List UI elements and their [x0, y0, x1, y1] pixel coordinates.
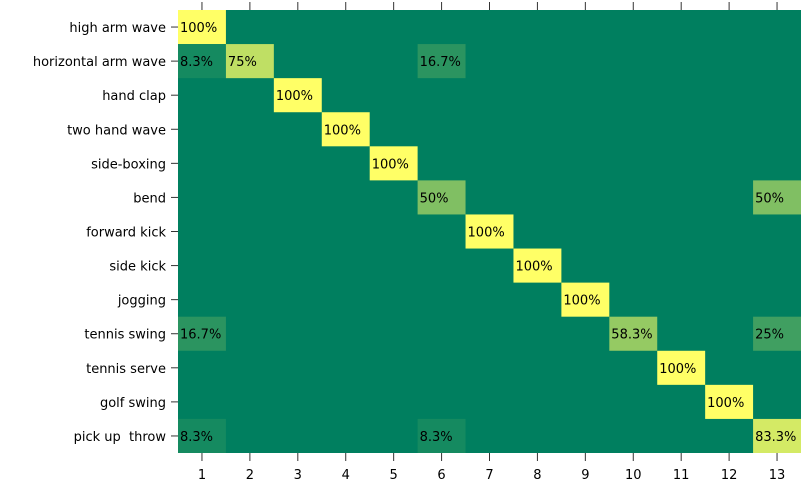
heatmap-cell: [417, 180, 466, 215]
cell-value-label: 50%: [755, 191, 784, 206]
heatmap-cell: [561, 282, 610, 317]
heatmap-cell: [178, 418, 226, 453]
heatmap-cell: [178, 44, 226, 79]
x-tick-label: 12: [721, 468, 738, 483]
heatmap-cell: [753, 180, 801, 215]
heatmap-cell: [465, 214, 514, 249]
cell-value-label: 100%: [515, 260, 552, 275]
y-tick-label: two hand wave: [67, 123, 166, 138]
heatmap-cell: [609, 316, 658, 351]
y-tick-label: jogging: [117, 294, 166, 309]
x-tick-label: 4: [342, 468, 350, 483]
cell-value-label: 8.3%: [420, 430, 453, 445]
cell-value-label: 16.7%: [420, 55, 461, 70]
cell-value-label: 83.3%: [755, 430, 796, 445]
cell-value-label: 75%: [228, 55, 257, 70]
y-tick-label: golf swing: [100, 396, 166, 411]
cell-value-label: 100%: [372, 157, 409, 172]
cell-value-label: 100%: [276, 89, 313, 104]
y-tick-label: high arm wave: [69, 21, 166, 36]
y-tick-label: tennis swing: [84, 328, 166, 343]
y-tick-label: bend: [133, 191, 166, 206]
heatmap-cell: [417, 418, 466, 453]
cell-value-label: 100%: [563, 294, 600, 309]
cell-value-label: 16.7%: [180, 328, 221, 343]
heatmap-cell: [178, 10, 226, 45]
cell-value-label: 100%: [659, 362, 696, 377]
heatmap-cell: [321, 112, 370, 147]
cell-value-label: 100%: [180, 21, 217, 36]
y-tick-label: side kick: [109, 260, 166, 275]
heatmap-cell: [178, 316, 226, 351]
y-tick-label: tennis serve: [86, 362, 166, 377]
cell-value-label: 100%: [468, 226, 505, 241]
heatmap-cell: [753, 418, 801, 453]
cell-value-label: 58.3%: [611, 328, 652, 343]
x-tick-label: 1: [198, 468, 206, 483]
x-tick-label: 13: [769, 468, 786, 483]
x-tick-label: 8: [533, 468, 541, 483]
x-tick-label: 9: [581, 468, 589, 483]
x-tick-label: 2: [246, 468, 254, 483]
cell-value-label: 50%: [420, 191, 449, 206]
x-tick-label: 7: [485, 468, 493, 483]
heatmap-cell: [417, 44, 466, 79]
x-tick-label: 5: [390, 468, 398, 483]
cell-value-label: 100%: [707, 396, 744, 411]
heatmap-cell: [273, 78, 322, 113]
cell-value-label: 100%: [324, 123, 361, 138]
x-tick-label: 6: [437, 468, 445, 483]
y-tick-label: horizontal arm wave: [33, 55, 166, 70]
y-tick-label: forward kick: [86, 226, 166, 241]
x-tick-label: 11: [673, 468, 690, 483]
x-tick-label: 3: [294, 468, 302, 483]
cell-value-label: 8.3%: [180, 55, 213, 70]
cell-value-label: 8.3%: [180, 430, 213, 445]
heatmap-cell: [753, 316, 801, 351]
heatmap-cell: [705, 384, 754, 419]
heatmap-cell: [369, 146, 418, 181]
y-tick-label: hand clap: [102, 89, 166, 104]
heatmap-cell: [513, 248, 562, 283]
heatmap-cell: [657, 350, 706, 385]
y-tick-label: pick up throw: [74, 430, 167, 445]
x-tick-label: 10: [625, 468, 642, 483]
y-tick-label: side-boxing: [91, 157, 166, 172]
heatmap-cell: [225, 44, 274, 79]
cell-value-label: 25%: [755, 328, 784, 343]
